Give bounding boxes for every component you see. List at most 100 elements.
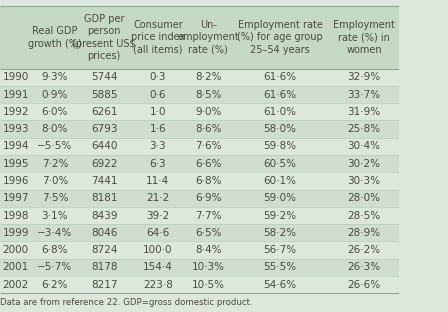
Text: 3·1%: 3·1% <box>42 211 68 221</box>
Text: 8·4%: 8·4% <box>195 245 222 255</box>
Text: 6·0%: 6·0% <box>42 107 68 117</box>
Text: 6·8%: 6·8% <box>195 176 222 186</box>
Bar <box>0 259 399 276</box>
Text: Real GDP
growth (%): Real GDP growth (%) <box>28 26 82 49</box>
Text: 9·3%: 9·3% <box>42 72 68 82</box>
Bar <box>0 241 399 259</box>
Text: 58·0%: 58·0% <box>263 124 297 134</box>
Text: 5885: 5885 <box>91 90 117 100</box>
Bar <box>0 276 399 293</box>
Text: 10·3%: 10·3% <box>192 262 225 272</box>
Text: 31·9%: 31·9% <box>348 107 380 117</box>
Text: 1997: 1997 <box>2 193 29 203</box>
Text: 8·6%: 8·6% <box>195 124 222 134</box>
Text: 58·2%: 58·2% <box>263 228 297 238</box>
Text: 2000: 2000 <box>3 245 29 255</box>
Text: 21·2: 21·2 <box>146 193 169 203</box>
Text: 1999: 1999 <box>2 228 29 238</box>
Bar <box>0 6 399 69</box>
Bar <box>0 120 399 138</box>
Text: 223·8: 223·8 <box>143 280 173 290</box>
Text: 0·9%: 0·9% <box>42 90 68 100</box>
Bar <box>0 103 399 120</box>
Text: 3·3: 3·3 <box>150 141 166 151</box>
Text: 6·9%: 6·9% <box>195 193 222 203</box>
Bar <box>0 155 399 172</box>
Text: 0·3: 0·3 <box>150 72 166 82</box>
Text: 61·6%: 61·6% <box>263 90 297 100</box>
Text: 8046: 8046 <box>91 228 117 238</box>
Text: 28·5%: 28·5% <box>348 211 380 221</box>
Text: 26·2%: 26·2% <box>348 245 380 255</box>
Text: 6·6%: 6·6% <box>195 159 222 169</box>
Text: Employment rate
(%) for age group
25–54 years: Employment rate (%) for age group 25–54 … <box>237 20 323 55</box>
Text: 6·3: 6·3 <box>150 159 166 169</box>
Text: 8181: 8181 <box>91 193 117 203</box>
Text: 10·5%: 10·5% <box>192 280 225 290</box>
Text: 7·6%: 7·6% <box>195 141 222 151</box>
Text: 60·5%: 60·5% <box>263 159 297 169</box>
Text: 2001: 2001 <box>3 262 29 272</box>
Text: 6922: 6922 <box>91 159 117 169</box>
Text: 1995: 1995 <box>2 159 29 169</box>
Text: 5744: 5744 <box>91 72 117 82</box>
Bar <box>0 190 399 207</box>
Text: 11·4: 11·4 <box>146 176 169 186</box>
Text: 154·4: 154·4 <box>143 262 173 272</box>
Text: 1993: 1993 <box>2 124 29 134</box>
Text: Employment
rate (%) in
women: Employment rate (%) in women <box>333 20 395 55</box>
Text: 2002: 2002 <box>3 280 29 290</box>
Text: 55·5%: 55·5% <box>263 262 297 272</box>
Text: 8439: 8439 <box>91 211 117 221</box>
Text: 30·4%: 30·4% <box>348 141 380 151</box>
Text: 8724: 8724 <box>91 245 117 255</box>
Text: Consumer
price index
(all items): Consumer price index (all items) <box>131 20 185 55</box>
Text: 26·3%: 26·3% <box>348 262 380 272</box>
Text: Data are from reference 22. GDP=gross domestic product.: Data are from reference 22. GDP=gross do… <box>0 298 253 307</box>
Bar <box>0 138 399 155</box>
Text: 7·2%: 7·2% <box>42 159 68 169</box>
Text: 60·1%: 60·1% <box>263 176 297 186</box>
Text: 59·2%: 59·2% <box>263 211 297 221</box>
Text: 7·5%: 7·5% <box>42 193 68 203</box>
Text: 8·5%: 8·5% <box>195 90 222 100</box>
Bar <box>0 86 399 103</box>
Text: 1·6: 1·6 <box>150 124 166 134</box>
Text: 59·0%: 59·0% <box>263 193 297 203</box>
Text: GDP per
person
(present US$
prices): GDP per person (present US$ prices) <box>72 14 136 61</box>
Text: −3·4%: −3·4% <box>37 228 73 238</box>
Text: 28·0%: 28·0% <box>348 193 380 203</box>
Text: 54·6%: 54·6% <box>263 280 297 290</box>
Text: 1994: 1994 <box>2 141 29 151</box>
Text: 8217: 8217 <box>91 280 117 290</box>
Text: 30·2%: 30·2% <box>348 159 380 169</box>
Text: 61·0%: 61·0% <box>263 107 297 117</box>
Text: 1991: 1991 <box>2 90 29 100</box>
Text: 56·7%: 56·7% <box>263 245 297 255</box>
Text: 33·7%: 33·7% <box>348 90 380 100</box>
Text: 64·6: 64·6 <box>146 228 169 238</box>
Text: 1·0: 1·0 <box>150 107 166 117</box>
Text: 8178: 8178 <box>91 262 117 272</box>
Text: 30·3%: 30·3% <box>348 176 380 186</box>
Text: 28·9%: 28·9% <box>348 228 380 238</box>
Text: 39·2: 39·2 <box>146 211 169 221</box>
Text: 25·8%: 25·8% <box>348 124 380 134</box>
Text: 7·7%: 7·7% <box>195 211 222 221</box>
Text: 6793: 6793 <box>91 124 117 134</box>
Text: 9·0%: 9·0% <box>195 107 221 117</box>
Bar <box>0 207 399 224</box>
Text: 32·9%: 32·9% <box>348 72 380 82</box>
Text: 7·0%: 7·0% <box>42 176 68 186</box>
Text: 0·6: 0·6 <box>150 90 166 100</box>
Text: 6440: 6440 <box>91 141 117 151</box>
Text: 26·6%: 26·6% <box>348 280 380 290</box>
Text: 6·8%: 6·8% <box>42 245 68 255</box>
Text: 61·6%: 61·6% <box>263 72 297 82</box>
Text: −5·5%: −5·5% <box>37 141 73 151</box>
Text: 100·0: 100·0 <box>143 245 172 255</box>
Text: 1990: 1990 <box>3 72 29 82</box>
Text: 8·2%: 8·2% <box>195 72 222 82</box>
Text: 1998: 1998 <box>2 211 29 221</box>
Bar <box>0 172 399 190</box>
